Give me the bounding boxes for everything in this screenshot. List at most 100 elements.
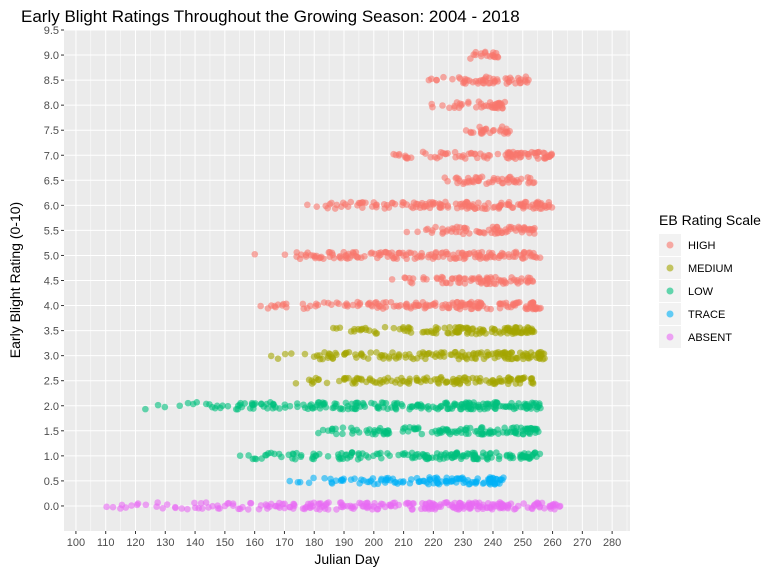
- data-point-high: [402, 303, 410, 310]
- data-point-high: [486, 152, 494, 159]
- data-point-high: [520, 248, 528, 256]
- data-point-high: [419, 148, 427, 156]
- data-point-medium: [360, 353, 368, 360]
- data-point-high: [444, 226, 452, 234]
- data-point-absent: [202, 499, 210, 506]
- data-point-trace: [479, 480, 487, 487]
- data-point-high: [345, 250, 352, 258]
- data-point-low: [339, 405, 347, 413]
- data-point-low: [522, 425, 529, 433]
- data-point-low: [307, 401, 315, 408]
- data-point-high: [494, 150, 502, 158]
- data-point-high: [433, 275, 441, 283]
- y-tick-label: 7.0: [44, 150, 59, 162]
- data-point-high: [500, 250, 507, 258]
- data-point-medium: [464, 325, 471, 333]
- data-point-high: [409, 204, 417, 212]
- data-point-high: [414, 228, 421, 236]
- data-point-low: [161, 403, 169, 411]
- data-point-medium: [425, 349, 433, 357]
- data-point-high: [463, 225, 470, 232]
- x-tick-label: 210: [394, 537, 412, 549]
- data-point-absent: [498, 500, 505, 508]
- data-point-high: [498, 199, 505, 207]
- data-point-high: [403, 154, 410, 161]
- y-tick-label: 6.0: [44, 200, 59, 212]
- data-point-low: [213, 402, 221, 410]
- data-point-medium: [453, 352, 461, 359]
- data-point-high: [487, 305, 495, 313]
- data-point-low: [496, 402, 504, 410]
- data-point-low: [378, 454, 385, 462]
- data-point-low: [320, 400, 327, 408]
- data-point-high: [432, 299, 439, 307]
- data-point-absent: [134, 500, 142, 507]
- data-point-absent: [154, 499, 161, 506]
- legend-key-trace: [666, 310, 674, 318]
- data-point-absent: [172, 504, 179, 512]
- data-point-high: [456, 228, 463, 236]
- data-point-trace: [358, 476, 365, 484]
- data-point-high: [344, 303, 351, 310]
- data-point-medium: [329, 354, 337, 362]
- data-point-high: [515, 77, 523, 84]
- data-point-high: [451, 104, 458, 112]
- data-point-high: [324, 299, 332, 307]
- data-point-absent: [546, 502, 554, 510]
- data-point-trace: [497, 476, 505, 483]
- data-point-low: [238, 403, 246, 411]
- data-point-low: [281, 401, 289, 408]
- data-point-low: [432, 404, 440, 412]
- data-point-absent: [109, 503, 117, 511]
- data-point-medium: [516, 349, 524, 357]
- data-point-trace: [337, 477, 345, 485]
- data-point-medium: [469, 374, 477, 382]
- data-point-high: [478, 204, 486, 212]
- data-point-high: [483, 52, 491, 59]
- data-point-low: [436, 453, 444, 460]
- data-point-high: [467, 129, 475, 137]
- x-tick-label: 260: [543, 537, 561, 549]
- data-point-high: [489, 204, 497, 211]
- data-point-low: [503, 429, 511, 437]
- y-tick-label: 4.0: [44, 301, 59, 313]
- data-point-high: [368, 249, 376, 257]
- data-point-high: [314, 301, 322, 309]
- data-point-high: [395, 150, 403, 158]
- data-point-high: [452, 200, 460, 208]
- data-point-low: [386, 452, 393, 460]
- data-point-medium: [491, 326, 498, 333]
- data-point-absent: [465, 499, 473, 507]
- data-point-absent: [442, 499, 450, 506]
- data-point-low: [464, 450, 471, 457]
- data-point-high: [455, 274, 463, 281]
- data-point-high: [527, 300, 534, 308]
- data-point-high: [523, 305, 531, 313]
- data-point-high: [454, 298, 461, 306]
- data-point-high: [486, 129, 494, 137]
- y-axis-ticks: 0.0 0.5 1.0 1.5 2.0 2.5 3.0 3.5 4.0 4.5 5.0 5.5 6.0 6…: [44, 25, 64, 513]
- data-point-low: [418, 430, 426, 438]
- data-point-high: [483, 180, 490, 188]
- data-point-high: [383, 201, 391, 209]
- data-point-high: [524, 150, 531, 158]
- data-point-high: [341, 201, 349, 208]
- data-point-low: [525, 454, 533, 461]
- data-point-medium: [391, 379, 399, 386]
- legend-key-absent: [666, 333, 674, 341]
- data-point-low: [379, 399, 387, 407]
- data-point-low: [267, 449, 275, 457]
- data-point-absent: [266, 503, 273, 510]
- data-point-trace: [426, 476, 434, 483]
- data-point-low: [503, 451, 511, 459]
- data-point-medium: [536, 354, 543, 362]
- data-point-absent: [195, 504, 202, 512]
- data-point-high: [354, 202, 361, 209]
- x-axis-ticks: 100 110 120 130 140 150 160 170 180 190 200 210 220 2…: [67, 531, 621, 549]
- data-point-medium: [315, 376, 322, 383]
- data-point-medium: [343, 349, 350, 357]
- data-point-low: [445, 428, 452, 436]
- data-point-high: [302, 251, 310, 259]
- data-point-high: [532, 303, 540, 311]
- data-point-low: [353, 426, 361, 434]
